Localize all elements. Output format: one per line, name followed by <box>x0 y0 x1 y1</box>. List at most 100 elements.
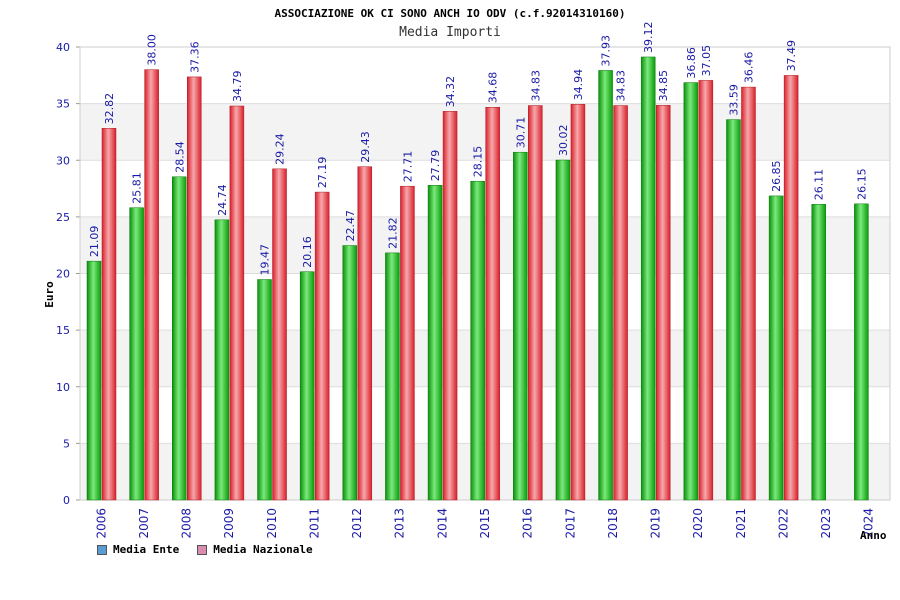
x-tick-label: 2017 <box>563 508 577 539</box>
x-tick-label: 2011 <box>307 508 321 539</box>
bar-media-ente <box>513 151 528 501</box>
data-label-media-ente: 24.74 <box>216 184 229 215</box>
bar-media-ente <box>342 245 358 501</box>
data-label-media-nazionale: 34.79 <box>231 71 244 102</box>
bar-media-ente <box>726 119 741 501</box>
bar-media-nazionale <box>187 76 202 501</box>
data-label-media-ente: 25.81 <box>131 172 144 204</box>
bar-media-ente <box>214 219 230 501</box>
data-label-media-ente: 28.15 <box>472 146 485 178</box>
x-tick-label: 2010 <box>265 508 279 539</box>
bar-media-nazionale <box>570 104 586 501</box>
bar-media-ente <box>86 260 102 501</box>
y-axis-label: Euro <box>42 281 56 308</box>
bar-media-nazionale <box>741 86 756 501</box>
bar-media-nazionale <box>528 105 543 501</box>
data-label-media-nazionale: 27.71 <box>401 151 414 183</box>
data-label-media-ente: 27.79 <box>429 150 442 182</box>
legend: Media Ente Media Nazionale <box>97 543 313 556</box>
legend-item-nazionale: Media Nazionale <box>197 543 313 556</box>
data-label-media-ente: 22.47 <box>344 210 357 242</box>
x-tick-label: 2009 <box>222 508 236 539</box>
data-label-media-nazionale: 32.82 <box>103 93 116 125</box>
bar-media-ente <box>299 271 315 501</box>
x-tick-label: 2007 <box>137 508 151 539</box>
y-tick-label: 0 <box>63 494 70 507</box>
x-tick-label: 2013 <box>393 508 407 539</box>
x-tick-label: 2021 <box>734 508 748 539</box>
x-tick-label: 2006 <box>94 508 108 539</box>
bar-media-ente <box>598 70 613 501</box>
data-label-media-nazionale: 27.19 <box>316 157 329 189</box>
data-label-media-nazionale: 34.32 <box>444 76 457 108</box>
data-label-media-nazionale: 37.05 <box>700 45 713 77</box>
legend-item-ente: Media Ente <box>97 543 179 556</box>
legend-label-ente: Media Ente <box>113 543 180 556</box>
bar-media-ente <box>470 180 485 501</box>
y-tick-label: 40 <box>56 41 70 54</box>
bar-media-nazionale <box>101 128 117 501</box>
bar-media-nazionale <box>272 168 287 501</box>
bar-media-nazionale <box>698 80 714 501</box>
y-tick-label: 35 <box>56 98 70 111</box>
legend-label-nazionale: Media Nazionale <box>213 543 313 556</box>
data-label-media-nazionale: 29.43 <box>359 131 372 163</box>
y-tick-label: 15 <box>56 324 70 337</box>
bar-media-nazionale <box>400 185 415 501</box>
data-label-media-ente: 21.82 <box>386 217 399 249</box>
data-label-media-ente: 37.93 <box>600 35 613 67</box>
y-tick-label: 10 <box>56 381 70 394</box>
bar-media-nazionale <box>144 69 159 501</box>
data-label-media-ente: 26.15 <box>855 168 868 200</box>
x-tick-label: 2014 <box>435 508 449 539</box>
data-label-media-nazionale: 34.68 <box>487 72 500 104</box>
data-label-media-ente: 26.85 <box>770 160 783 192</box>
bar-media-nazionale <box>485 106 500 501</box>
data-label-media-ente: 28.54 <box>173 141 186 173</box>
y-tick-label: 5 <box>63 437 70 450</box>
bar-media-ente <box>555 159 571 501</box>
bar-media-ente <box>172 176 187 501</box>
x-tick-label: 2008 <box>180 508 194 539</box>
y-tick-label: 30 <box>56 154 70 167</box>
legend-swatch-ente <box>97 544 107 555</box>
bar-media-ente <box>427 185 443 501</box>
data-label-media-nazionale: 34.94 <box>572 69 585 101</box>
y-tick-label: 25 <box>56 211 70 224</box>
data-label-media-nazionale: 37.36 <box>188 41 201 73</box>
x-tick-label: 2012 <box>350 508 364 539</box>
data-label-media-ente: 36.86 <box>685 47 698 79</box>
bar-media-ente <box>257 279 272 501</box>
bar-media-nazionale <box>783 75 799 501</box>
data-label-media-ente: 33.59 <box>727 84 740 116</box>
data-label-media-ente: 30.71 <box>514 117 527 149</box>
bar-media-ente <box>683 82 699 501</box>
x-tick-label: 2022 <box>776 508 790 539</box>
x-tick-label: 2023 <box>819 508 833 539</box>
bar-media-nazionale <box>613 105 628 501</box>
data-label-media-nazionale: 37.49 <box>785 40 798 72</box>
bar-media-ente <box>640 56 656 501</box>
bar-media-nazionale <box>442 111 458 501</box>
chart-subtitle: Media Importi <box>399 25 501 40</box>
bar-media-ente <box>768 195 784 501</box>
x-tick-label: 2018 <box>606 508 620 539</box>
x-tick-label: 2015 <box>478 508 492 539</box>
data-label-media-ente: 39.12 <box>642 21 655 53</box>
y-tick-label: 20 <box>56 268 70 281</box>
data-label-media-nazionale: 36.46 <box>742 52 755 84</box>
data-label-media-ente: 26.11 <box>813 169 826 201</box>
x-tick-label: 2024 <box>862 508 876 539</box>
plot-frame <box>79 46 891 501</box>
bar-media-nazionale <box>357 166 373 501</box>
data-label-media-nazionale: 34.85 <box>657 70 670 102</box>
bar-media-nazionale <box>229 105 245 501</box>
data-label-media-nazionale: 34.83 <box>615 70 628 102</box>
bar-media-nazionale <box>314 191 330 501</box>
bar-media-nazionale <box>655 105 671 501</box>
data-label-media-ente: 21.09 <box>88 226 101 258</box>
legend-swatch-nazionale <box>197 544 208 555</box>
data-label-media-ente: 19.47 <box>259 244 272 276</box>
